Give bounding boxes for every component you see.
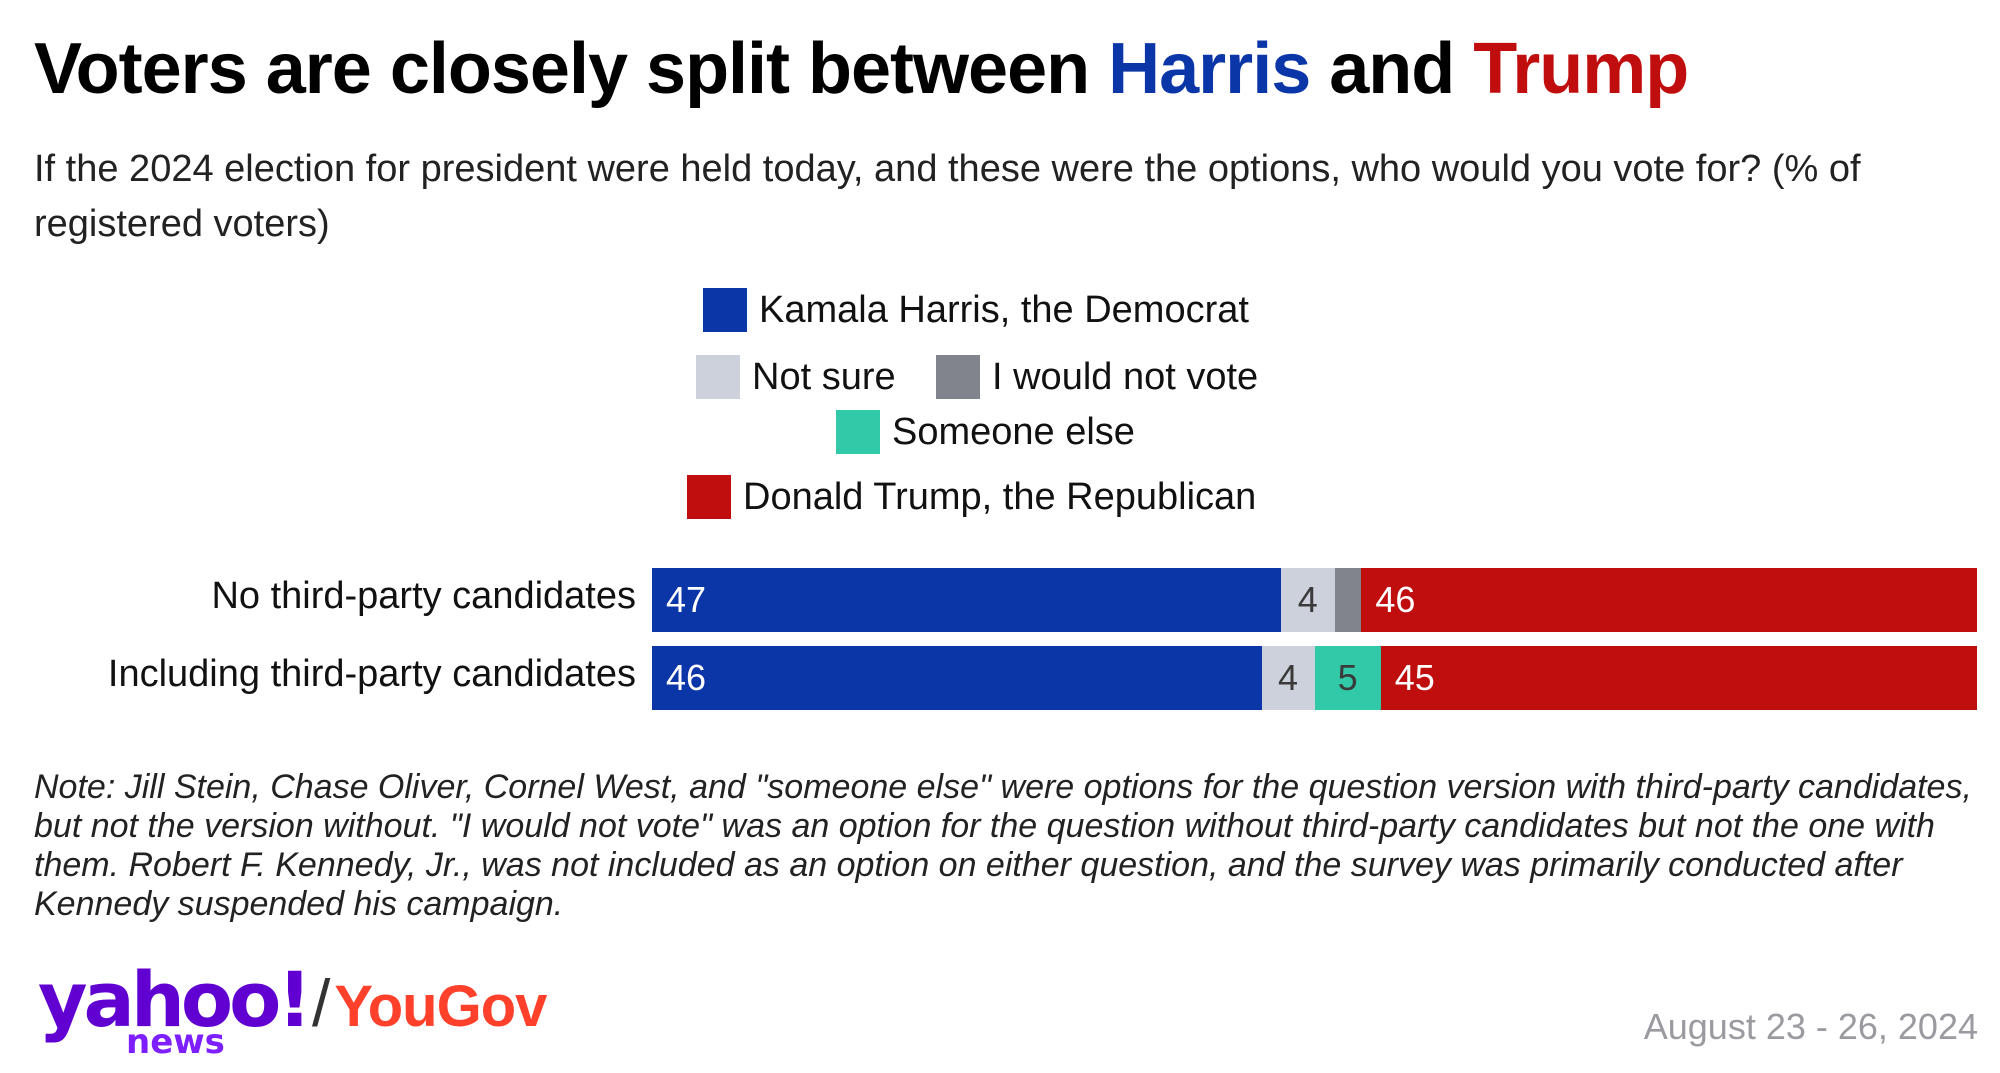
data-label-someone-else: 5	[1337, 657, 1358, 698]
legend-swatch-trump	[687, 475, 731, 519]
legend-swatch-harris	[703, 288, 747, 332]
bar-segment-harris: 46	[652, 646, 1262, 710]
survey-dates: August 23 - 26, 2024	[1643, 1006, 1978, 1047]
bar-row-no-third-party: 47 4 46	[652, 568, 1977, 632]
title-harris: Harris	[1108, 29, 1311, 109]
row-label-no-third-party: No third-party candidates	[211, 575, 636, 617]
legend-item-would-not-vote: I would not vote	[936, 355, 1258, 399]
chart-title: Voters are closely split between Harris …	[34, 28, 1689, 110]
data-label-harris: 46	[666, 657, 707, 698]
legend-swatch-not-sure	[696, 355, 740, 399]
yahoo-wordmark: yahoo!	[38, 955, 312, 1044]
yahoo-news-yougov-logo: yahoo!/YouGov news	[38, 962, 547, 1063]
chart-subtitle: If the 2024 election for president were …	[34, 148, 1861, 245]
news-wordmark: news	[126, 1022, 225, 1062]
bar-segment-would-not-vote	[1334, 568, 1362, 632]
legend-item-harris: Kamala Harris, the Democrat	[703, 288, 1249, 332]
logo-slash: /	[312, 966, 331, 1040]
row-label-including-third-party: Including third-party candidates	[107, 653, 636, 695]
yougov-wordmark: YouGov	[334, 974, 547, 1039]
legend-item-someone-else: Someone else	[836, 410, 1135, 454]
bar-segment-trump: 46	[1361, 568, 1977, 632]
legend-swatch-someone-else	[836, 410, 880, 454]
title-part-1: Voters are closely split between	[34, 29, 1109, 109]
title-part-2: and	[1310, 29, 1474, 109]
bar-segment-someone-else: 5	[1314, 646, 1381, 710]
legend-label-not-sure: Not sure	[752, 355, 896, 398]
legend-item-trump: Donald Trump, the Republican	[687, 475, 1256, 519]
bar-segment-harris: 47	[652, 568, 1282, 632]
legend-label-someone-else: Someone else	[892, 410, 1135, 453]
legend-item-not-sure: Not sure	[696, 355, 896, 399]
data-label-not-sure: 4	[1297, 579, 1318, 620]
data-label-not-sure: 4	[1277, 657, 1299, 698]
data-label-trump: 45	[1394, 657, 1435, 698]
legend-label-harris: Kamala Harris, the Democrat	[759, 288, 1249, 331]
data-label-trump: 46	[1375, 579, 1416, 620]
bar-segment-trump: 45	[1380, 646, 1977, 710]
chart-note: Note: Jill Stein, Chase Oliver, Cornel W…	[34, 768, 1972, 923]
data-label-harris: 47	[666, 579, 707, 620]
bar-row-including-third-party: 46 4 5 45	[652, 646, 1977, 710]
legend-label-trump: Donald Trump, the Republican	[743, 475, 1257, 518]
title-trump: Trump	[1473, 29, 1689, 109]
bar-segment-not-sure: 4	[1281, 568, 1335, 632]
bar-segment-not-sure: 4	[1261, 646, 1315, 710]
legend-label-would-not-vote: I would not vote	[992, 355, 1259, 398]
legend-swatch-would-not-vote	[936, 355, 980, 399]
